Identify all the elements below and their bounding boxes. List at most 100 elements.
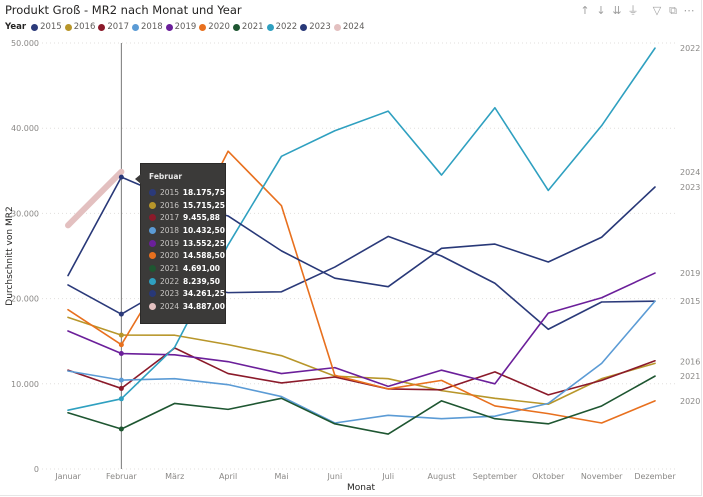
tooltip-value: 34.261,25 [182,289,225,299]
y-axis-ticks: 0 10.000 20.000 30.000 40.000 50.000 [11,39,39,474]
focus-mode-icon[interactable]: ⧉ [669,4,677,17]
y-tick-label: 50.000 [11,39,39,48]
legend-item-2018[interactable]: 2018 [132,22,163,32]
tooltip-year: 2020 [159,251,180,261]
legend-item-2019[interactable]: 2019 [165,22,197,32]
expand-hierarchy-icon[interactable]: ⏚ [627,4,639,17]
legend-label: 2021 [241,22,264,32]
legend-dot-icon [232,23,240,31]
legend-label: 2018 [141,22,163,32]
data-point-2022[interactable] [118,396,124,402]
end-label-2020: 2020 [680,397,700,406]
tooltip-row: 2015 18.175,75 [149,186,225,199]
next-level-icon[interactable]: ⇊ [612,4,622,17]
x-tick-label: Juli [381,472,394,481]
legend-item-2023[interactable]: 2023 [300,22,331,32]
tooltip-dot-icon [149,239,156,247]
more-options-icon[interactable]: ⋯ [683,4,695,17]
visual-header-toolbar: ↑ ↓ ⇊ ⏚ ▽ ⧉ ⋯ [577,4,697,18]
x-axis-title: Monat [347,483,375,493]
tooltip-year: 2017 [160,213,180,223]
y-tick-label: 20.000 [11,295,39,304]
legend-dot-icon [300,23,308,31]
tooltip-value: 15.715,25 [182,200,225,210]
legend-item-2021[interactable]: 2021 [232,22,264,32]
legend-label: 2015 [40,22,62,32]
tooltip-value: 14.588,50 [182,251,225,261]
tooltip-value: 9.455,88 [183,213,221,223]
x-tick-label: Oktober [532,472,565,481]
tooltip-year: 2024 [159,302,180,312]
y-axis-title: Durchschnitt von MR2 [5,206,15,305]
tooltip-row: 2024 34.887,00 [149,300,225,313]
x-tick-label: März [165,472,184,481]
series-line-2022[interactable] [67,47,656,412]
legend-item-2017[interactable]: 2017 [98,22,129,32]
x-tick-label: Juni [326,472,342,481]
end-label-2024: 2024 [680,168,700,177]
x-tick-label: Mai [274,472,288,481]
tooltip-year: 2015 [159,187,180,197]
legend-label: 2022 [275,22,298,32]
tooltip-row: 2022 8.239,50 [149,275,225,288]
tooltip-dot-icon [149,264,156,272]
tooltip-value: 8.239,50 [183,276,221,286]
end-label-2016: 2016 [680,358,700,367]
drill-up-icon[interactable]: ↑ [580,4,590,17]
series-end-labels: 2022 2024 2023 2019 2015 2016 2021 2020 [680,44,700,406]
legend-label: 2019 [174,22,197,32]
tooltip-dot-icon [149,214,156,222]
series-line-2019[interactable] [67,272,656,388]
gridlines [42,42,675,470]
end-label-2022: 2022 [680,44,700,53]
legend-item-2022[interactable]: 2022 [266,22,298,32]
end-label-2023: 2023 [680,183,700,192]
legend-label: 2023 [309,22,331,32]
hover-markers [118,174,124,432]
x-axis-ticks: Januar Februar März April Mai Juni Juli August S… [54,472,676,481]
legend-dot-icon [333,23,341,31]
legend-label: 2024 [342,22,365,32]
data-point-2020[interactable] [118,342,124,348]
drill-down-icon[interactable]: ↓ [596,4,606,17]
data-point-2018[interactable] [118,377,124,383]
x-tick-label: April [219,472,237,481]
series-line-2024[interactable] [65,168,125,229]
tooltip-year: 2018 [159,225,180,235]
tooltip-dot-icon [149,201,156,209]
legend-item-2015[interactable]: 2015 [31,22,62,32]
legend-item-2020[interactable]: 2020 [199,22,230,32]
end-label-2019: 2019 [680,269,700,278]
y-tick-label: 40.000 [11,124,39,133]
legend-dot-icon [132,23,139,31]
legend-label: 2020 [208,22,230,32]
tooltip-row: 2020 14.588,50 [149,249,225,262]
legend: Year 2015 2016 2017 2018 2019 2020 2021 2022 202… [5,22,367,32]
tooltip-row: 2017 9.455,88 [149,211,225,224]
y-tick-label: 0 [34,465,39,474]
legend-item-2016[interactable]: 2016 [64,22,95,32]
tooltip-value: 10.432,50 [182,225,225,235]
x-tick-label: Januar [54,472,81,481]
series-line-2016[interactable] [67,316,656,406]
series-line-2018[interactable] [67,300,656,424]
tooltip-year: 2021 [160,263,180,273]
tooltip-row: 2019 13.552,25 [149,237,225,250]
tooltip-year: 2023 [159,289,180,299]
data-point-2016[interactable] [118,332,124,338]
tooltip-title: Februar [149,172,183,181]
data-point-2021[interactable] [118,426,124,432]
legend-title: Year [5,22,27,32]
data-point-2015[interactable] [118,311,124,317]
data-point-2017[interactable] [118,385,124,391]
data-point-2023[interactable] [118,174,124,180]
x-tick-label: November [581,472,623,481]
data-point-2019[interactable] [118,351,124,357]
legend-item-2024[interactable]: 2024 [333,22,365,32]
series-line-2021[interactable] [67,375,656,435]
filter-icon[interactable]: ▽ [652,4,662,17]
tooltip-year: 2022 [160,276,180,286]
tooltip-value: 4.691,00 [183,263,221,273]
